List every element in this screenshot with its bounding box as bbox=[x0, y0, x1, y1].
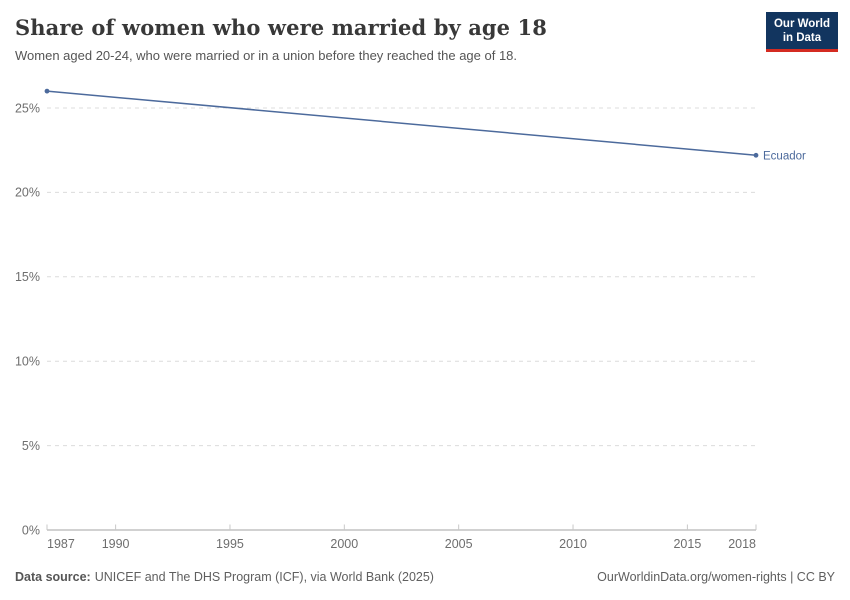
y-tick-label: 15% bbox=[15, 270, 40, 284]
x-tick-label: 2015 bbox=[673, 537, 701, 551]
y-tick-label: 5% bbox=[22, 439, 40, 453]
owid-logo: Our World in Data bbox=[765, 12, 838, 52]
y-tick-label: 0% bbox=[22, 523, 40, 537]
owid-logo-line2: in Data bbox=[782, 31, 822, 44]
x-tick-label: 1995 bbox=[216, 537, 244, 551]
series-endpoint-dot bbox=[44, 88, 50, 94]
chart-footer: Data source: UNICEF and The DHS Program (… bbox=[15, 569, 835, 585]
chart-header: Share of women who were married by age 1… bbox=[15, 15, 755, 63]
y-tick-label: 20% bbox=[15, 186, 40, 200]
series-label: Ecuador bbox=[763, 150, 806, 162]
series-line bbox=[46, 90, 757, 157]
x-tick-label: 1987 bbox=[47, 537, 75, 551]
x-tick-label: 1990 bbox=[102, 537, 130, 551]
data-source-value: UNICEF and The DHS Program (ICF), via Wo… bbox=[94, 570, 434, 584]
credit-line: OurWorldinData.org/women-rights | CC BY bbox=[597, 570, 835, 584]
page-title: Share of women who were married by age 1… bbox=[15, 15, 547, 40]
x-tick-label: 2000 bbox=[330, 537, 358, 551]
data-source: Data source: UNICEF and The DHS Program (… bbox=[15, 569, 434, 585]
data-source-label: Data source: bbox=[15, 570, 91, 584]
x-tick-label: 2005 bbox=[445, 537, 473, 551]
x-tick-label: 2018 bbox=[728, 537, 756, 551]
owid-logo-line1: Our World bbox=[773, 18, 830, 30]
x-tick-label: 2010 bbox=[559, 537, 587, 551]
y-tick-label: 25% bbox=[15, 101, 40, 115]
y-tick-label: 10% bbox=[15, 355, 40, 369]
series-endpoint-dot bbox=[753, 152, 759, 158]
page-subtitle: Women aged 20-24, who were married or in… bbox=[15, 48, 518, 63]
